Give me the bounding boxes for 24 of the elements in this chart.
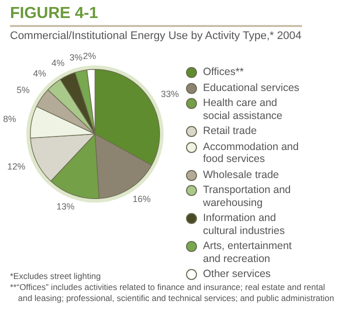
data-label: 16% [132, 194, 151, 204]
data-label: 12% [7, 162, 26, 172]
legend-label: Offices** [203, 66, 245, 78]
legend-label: Arts, entertainment and recreation [203, 240, 293, 265]
data-label: 4% [51, 58, 64, 68]
legend-label: Educational services [203, 82, 300, 94]
data-label: 4% [33, 68, 46, 79]
legend-label: Transportation and warehousing [203, 184, 292, 209]
data-label: 8% [3, 114, 16, 124]
data-label: 2% [83, 50, 96, 61]
legend-label: Accommodation and food services [203, 140, 300, 166]
legend-label: Wholesale trade [203, 168, 280, 181]
text: **“Offices” includes activities related to finance and insurance; real estate and rental and leasing; professional, scientific and technical services; and public administration [10, 282, 336, 304]
data-label: 33% [160, 88, 179, 99]
legend-label: Information and cultural industries [203, 212, 286, 237]
legend-label: Retail trade [203, 125, 258, 138]
text: *Excludes street lighting [10, 271, 101, 281]
data-label: 13% [56, 202, 75, 212]
data-label: 5% [16, 84, 30, 95]
chart-subtitle: Commercial/Institutional Energy Use by Activity Type,* 2004 [10, 30, 302, 42]
chart-title: FIGURE 4-1 [10, 5, 98, 23]
legend-label: Other services [203, 268, 272, 280]
legend-label: Health care and social assistance [203, 97, 284, 122]
data-label: 3% [70, 52, 83, 63]
